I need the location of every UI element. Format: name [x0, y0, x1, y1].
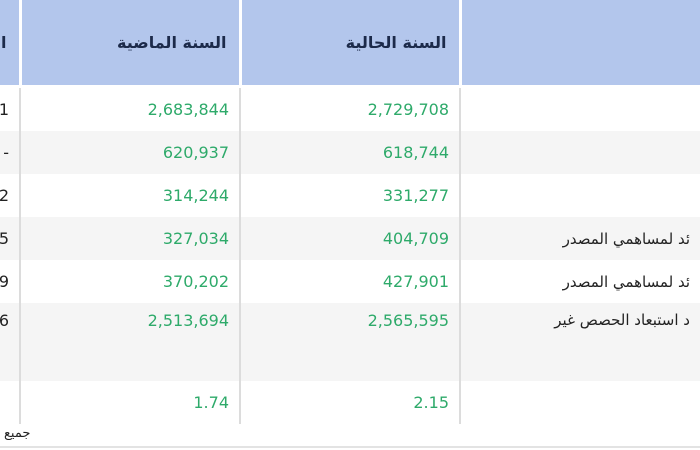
previous-year-value: 314,244	[19, 174, 240, 217]
extra-value: 1	[0, 86, 20, 131]
table-row: د استبعاد الحصص غير 2,565,595 2,513,694 …	[0, 303, 700, 381]
header-previous-year: السنة الماضية	[18, 0, 240, 87]
row-label: ئد لمساهمي المصدر	[459, 217, 700, 260]
table-row: 618,744 620,937 -	[0, 131, 700, 174]
current-year-value: 331,277	[239, 174, 460, 217]
row-label	[459, 131, 700, 174]
row-label	[459, 174, 700, 217]
extra-value: 5	[0, 217, 20, 260]
previous-year-value: 2,683,844	[19, 86, 240, 131]
current-year-value: 427,901	[239, 260, 460, 303]
current-year-value: 2.15	[239, 381, 460, 424]
table-row: ئد لمساهمي المصدر 427,901 370,202 9	[0, 260, 700, 303]
financial-table-container: السنة الحالية السنة الماضية ال 2,729,708…	[0, 0, 700, 424]
previous-year-value: 370,202	[19, 260, 240, 303]
header-current-year: السنة الحالية	[238, 0, 460, 87]
row-label: د استبعاد الحصص غير	[459, 303, 700, 381]
previous-year-value: 620,937	[19, 131, 240, 174]
current-year-value: 618,744	[239, 131, 460, 174]
table-header-row: السنة الحالية السنة الماضية ال	[0, 0, 700, 87]
header-extra: ال	[0, 0, 20, 87]
current-year-value: 404,709	[239, 217, 460, 260]
row-label	[459, 381, 700, 424]
table-row: 331,277 314,244 2	[0, 174, 700, 217]
extra-value: 6	[0, 303, 20, 381]
current-year-value: 2,565,595	[239, 303, 460, 381]
extra-value: 2	[0, 174, 20, 217]
table-row: 2,729,708 2,683,844 1	[0, 86, 700, 131]
extra-value: 9	[0, 260, 20, 303]
extra-value: -	[0, 131, 20, 174]
footer-note: جميع	[4, 426, 31, 441]
row-label	[459, 86, 700, 131]
table-row: ئد لمساهمي المصدر 404,709 327,034 5	[0, 217, 700, 260]
current-year-value: 2,729,708	[239, 86, 460, 131]
financial-table: السنة الحالية السنة الماضية ال 2,729,708…	[0, 0, 700, 424]
previous-year-value: 2,513,694	[19, 303, 240, 381]
row-label: ئد لمساهمي المصدر	[459, 260, 700, 303]
previous-year-value: 327,034	[19, 217, 240, 260]
extra-value	[0, 381, 20, 424]
previous-year-value: 1.74	[19, 381, 240, 424]
header-label	[458, 0, 700, 87]
table-row: 2.15 1.74	[0, 381, 700, 424]
divider	[0, 446, 700, 448]
